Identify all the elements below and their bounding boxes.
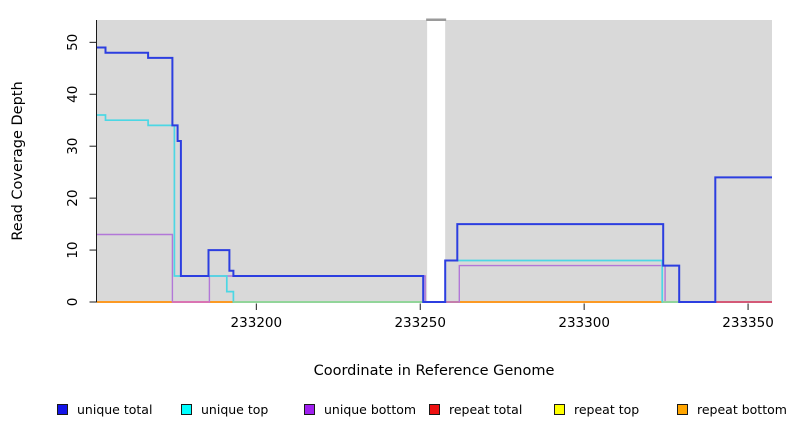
legend: unique total unique top unique bottom repea… [0,396,792,424]
legend-item-repeat-bottom: repeat bottom [677,400,787,418]
legend-swatch-icon [429,403,440,415]
legend-label: repeat top [574,401,640,417]
legend-item-repeat-total: repeat total [429,400,522,418]
x-tick-label: 233300 [558,315,610,331]
x-tick-label: 233200 [231,315,283,331]
legend-item-unique-total: unique total [57,400,152,418]
legend-label: repeat bottom [697,401,787,417]
x-axis-title: Coordinate in Reference Genome [314,363,555,379]
y-tick-label: 10 [65,241,81,258]
y-tick-label: 0 [65,298,81,307]
gap-band-cap [426,18,447,21]
legend-swatch-icon [304,403,315,415]
axes-layer: 233200 233250 233300 233350 0 10 20 30 40 50 Coo… [10,20,774,379]
series-unique-total [97,46,772,303]
y-tick-label: 20 [65,190,81,207]
y-axis-title: Read Coverage Depth [10,81,26,240]
legend-label: repeat total [449,401,523,417]
series-unique-bottom [97,233,772,303]
legend-item-repeat-top: repeat top [554,400,639,418]
gap-band-layer [426,18,447,303]
legend-item-unique-top: unique top [181,400,268,418]
y-tick-label: 40 [65,86,81,103]
legend-label: unique top [201,401,269,417]
legend-label: unique total [77,401,153,417]
series-layer-over [97,46,772,303]
y-tick-label: 30 [65,138,81,155]
legend-swatch-icon [677,403,688,415]
legend-swatch-icon [554,403,565,415]
x-axis-ticks: 233200 233250 233300 233350 [231,303,774,331]
y-tick-label: 50 [65,34,81,51]
x-tick-label: 233350 [722,315,774,331]
x-tick-label: 233250 [394,315,446,331]
y-axis-ticks: 0 10 20 30 40 50 [65,34,96,307]
legend-item-unique-bottom: unique bottom [304,400,416,418]
legend-label: unique bottom [324,401,417,417]
legend-swatch-icon [57,403,68,415]
series-unique-top [97,114,772,303]
legend-swatch-icon [181,403,192,415]
gap-band [427,21,446,303]
